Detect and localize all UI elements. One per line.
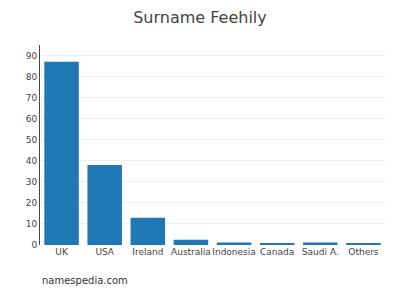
svg-text:USA: USA [95,247,114,257]
svg-text:namespedia.com: namespedia.com [42,275,128,286]
svg-text:UK: UK [55,247,69,257]
svg-text:Others: Others [348,247,379,257]
svg-text:20: 20 [26,198,38,208]
svg-text:Australia: Australia [171,247,211,257]
svg-text:Surname Feehily: Surname Feehily [133,8,267,27]
svg-text:10: 10 [26,219,38,229]
svg-text:50: 50 [26,135,38,145]
svg-text:Indonesia: Indonesia [212,247,256,257]
svg-text:80: 80 [26,72,38,82]
svg-text:Saudi A.: Saudi A. [302,247,339,257]
svg-text:40: 40 [26,156,38,166]
svg-text:Ireland: Ireland [132,247,163,257]
svg-text:90: 90 [26,51,38,61]
svg-text:70: 70 [26,93,38,103]
svg-text:60: 60 [26,114,38,124]
svg-text:Canada: Canada [260,247,294,257]
svg-text:0: 0 [31,240,37,250]
svg-text:30: 30 [26,177,38,187]
